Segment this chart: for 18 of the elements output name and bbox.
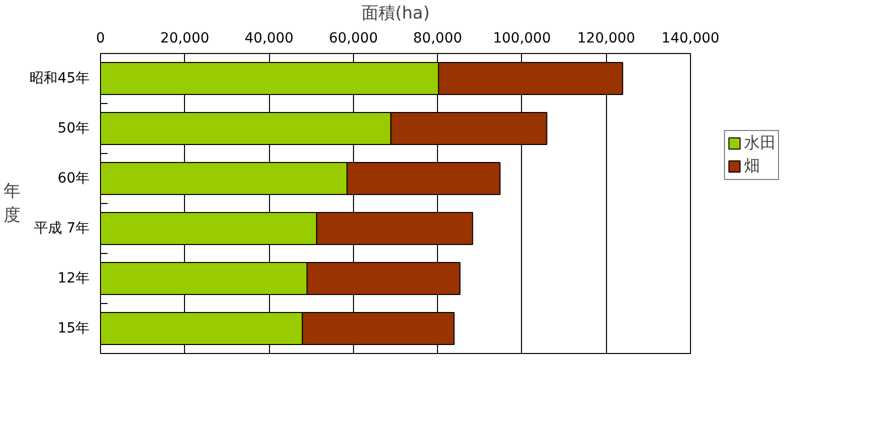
x-tick-label: 140,000 xyxy=(662,30,720,46)
legend-label: 水田 xyxy=(744,132,776,154)
x-tick-label: 60,000 xyxy=(328,30,378,46)
legend-label: 畑 xyxy=(744,156,761,177)
y-tick-label: 昭和45年 xyxy=(30,70,90,86)
x-tick-label: 0 xyxy=(96,30,105,46)
x-axis-title: 面積(ha) xyxy=(361,4,430,24)
y-axis-title: 年度 xyxy=(4,182,21,226)
y-tick-label: 平成 7年 xyxy=(34,220,90,236)
x-tick-label: 40,000 xyxy=(244,30,294,46)
x-tick-label: 100,000 xyxy=(492,30,551,46)
x-tick-label: 120,000 xyxy=(577,30,636,46)
x-tick-label: 80,000 xyxy=(413,30,462,46)
y-tick-label: 15年 xyxy=(58,320,90,336)
y-tick-label: 60年 xyxy=(58,170,90,186)
y-tick-label: 12年 xyxy=(58,270,90,286)
x-tick-label: 20,000 xyxy=(160,30,210,46)
y-tick-label: 50年 xyxy=(58,120,90,136)
